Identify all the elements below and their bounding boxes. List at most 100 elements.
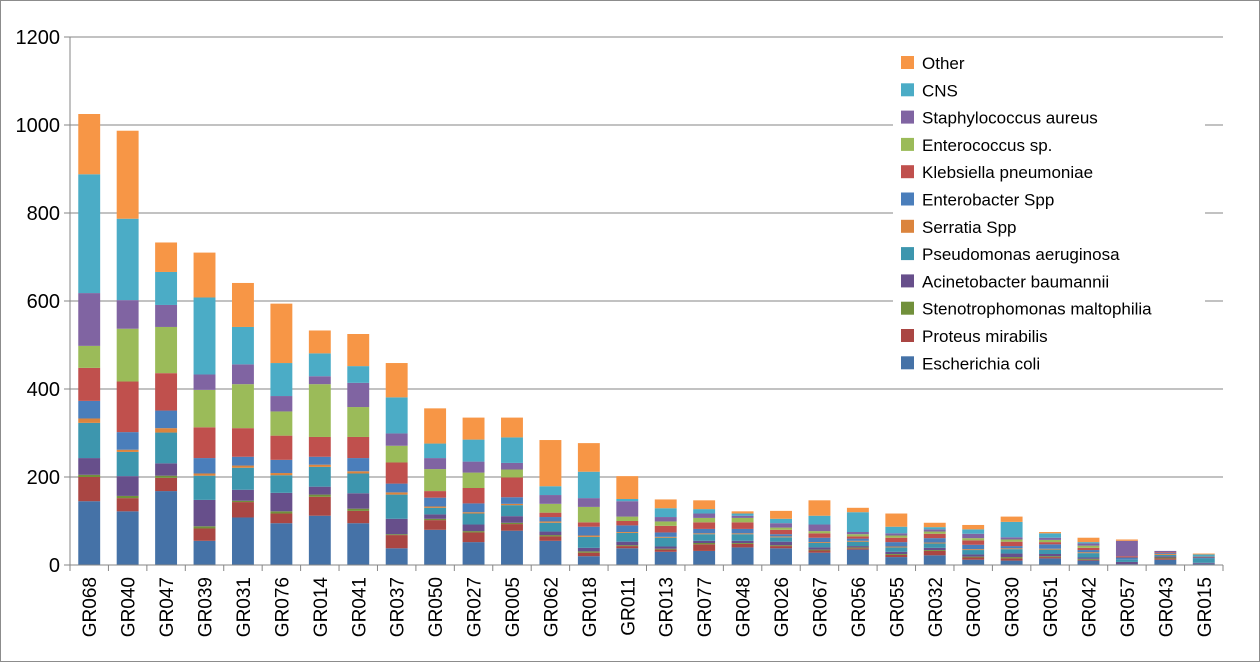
bar-segment xyxy=(308,384,331,437)
x-tick-label: GR031 xyxy=(234,577,255,637)
bar-segment xyxy=(116,300,139,329)
bar-segment xyxy=(155,428,178,433)
bar-segment xyxy=(577,556,600,565)
bar-segment xyxy=(731,543,754,544)
legend-label: CNS xyxy=(922,81,958,100)
bar-segment xyxy=(808,500,831,516)
bar-segment xyxy=(501,417,523,438)
bar-segment xyxy=(78,458,101,475)
bar-segment xyxy=(808,537,831,543)
bar-segment xyxy=(693,544,716,551)
bar-segment xyxy=(308,466,331,487)
bar-segment xyxy=(1077,552,1100,554)
legend-swatch xyxy=(901,165,914,179)
bar-segment xyxy=(270,473,293,476)
legend-label: Enterococcus sp. xyxy=(922,136,1052,155)
legend-swatch xyxy=(901,329,914,342)
bar-segment xyxy=(385,397,408,434)
axes xyxy=(64,36,1224,571)
bar-segment xyxy=(193,526,216,529)
bar-segment xyxy=(1039,544,1062,549)
x-tick-label: GR056 xyxy=(849,577,870,637)
bar-segment xyxy=(808,542,831,543)
bar-segment xyxy=(155,304,178,327)
bar-segment xyxy=(885,546,908,548)
bar-segment xyxy=(962,538,985,541)
legend-swatch xyxy=(901,56,914,69)
bar-segment xyxy=(539,503,562,513)
x-tick-label: GR037 xyxy=(388,577,409,637)
bar-segment xyxy=(693,509,716,514)
bar-segment xyxy=(78,345,101,368)
bar-segment xyxy=(808,550,831,553)
bar-segment xyxy=(308,494,331,497)
bar-segment xyxy=(885,513,908,527)
bar-segment xyxy=(616,548,639,565)
bar-segment xyxy=(846,538,869,541)
bar-segment xyxy=(539,536,562,541)
bar-segment xyxy=(962,556,985,558)
bar-segment xyxy=(501,462,523,470)
bar-segment xyxy=(731,522,754,529)
legend-swatch xyxy=(901,301,914,315)
bar-segment xyxy=(347,436,370,459)
bar-segment xyxy=(462,513,485,525)
bar-segment xyxy=(808,552,831,565)
bar-segment xyxy=(1115,561,1138,565)
bar-segment xyxy=(231,467,254,490)
bar-segment xyxy=(1192,557,1215,559)
bar-segment xyxy=(78,474,101,477)
bar-segment xyxy=(1039,539,1062,543)
bar-segment xyxy=(885,535,908,538)
bar-segment xyxy=(308,436,331,457)
bar-segment xyxy=(885,554,908,555)
bar-segment xyxy=(116,449,139,452)
bar-segment xyxy=(693,534,716,541)
bar-segment xyxy=(385,534,408,536)
bar-segment xyxy=(231,326,254,365)
bar-segment xyxy=(462,524,485,532)
bar-segment xyxy=(193,473,216,476)
bar-segment xyxy=(808,533,831,538)
bar-segment xyxy=(78,114,101,175)
bar-segment xyxy=(923,543,946,548)
bar-segment xyxy=(577,506,600,523)
legend-label: Staphylococcus aureus xyxy=(922,109,1098,128)
bar-segment xyxy=(424,497,447,507)
bar-segment xyxy=(577,536,600,548)
legend-swatch xyxy=(901,274,914,288)
bar-segment xyxy=(308,330,331,354)
bar-segment xyxy=(1000,557,1023,559)
x-tick-label: GR043 xyxy=(1156,577,1177,637)
bar-segment xyxy=(1039,532,1062,534)
bar-segment xyxy=(616,516,639,521)
bar-segment xyxy=(1115,556,1138,558)
x-tick-label: GR062 xyxy=(541,577,562,637)
bar-segment xyxy=(1192,553,1215,555)
y-tick-label: 1000 xyxy=(16,115,61,137)
bar-segment xyxy=(885,547,908,552)
bar-segment xyxy=(770,527,792,530)
bar-segment xyxy=(923,550,946,551)
bar-segment xyxy=(347,382,370,408)
bar-segment xyxy=(577,522,600,527)
bar-segment xyxy=(616,532,639,542)
bar-segment xyxy=(501,505,523,517)
x-tick-labels: GR068 GR040 GR047 GR039 GR031 GR076 GR014 GR041… xyxy=(80,577,1216,638)
bar-segment xyxy=(270,523,293,565)
bar-segment xyxy=(193,252,216,298)
bar-segment xyxy=(424,520,447,530)
bar-segment xyxy=(962,544,985,550)
bar-segment xyxy=(193,389,216,428)
bar-segment xyxy=(231,500,254,503)
bar-segment xyxy=(846,548,869,550)
bar-segment xyxy=(193,540,216,565)
x-tick-label: GR040 xyxy=(119,577,140,637)
bar-segment xyxy=(616,499,639,502)
x-tick-label: GR026 xyxy=(772,577,793,637)
bar-segment xyxy=(923,555,946,565)
bar-segment xyxy=(846,507,869,513)
bar-segment xyxy=(846,541,869,547)
legend-label: Other xyxy=(922,54,965,73)
